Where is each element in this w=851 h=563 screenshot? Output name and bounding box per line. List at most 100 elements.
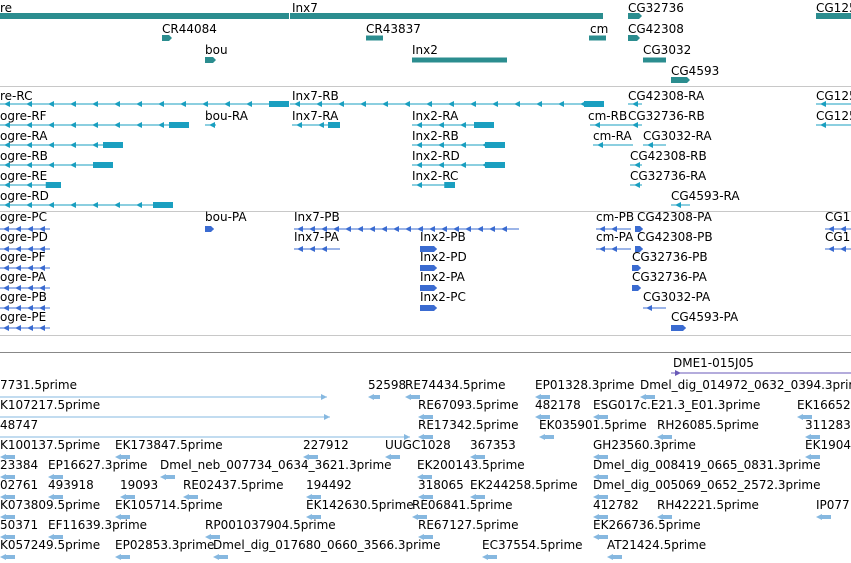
protein-label[interactable]: CG12 — [825, 230, 851, 244]
transcript-label[interactable]: Inx7-RA — [292, 109, 339, 123]
est-label[interactable]: 52598 — [368, 378, 407, 392]
est-label[interactable]: Dmel_dig_017680_0660_3566.3prime — [213, 538, 441, 552]
est-label[interactable]: EK105714.5prime — [115, 498, 223, 512]
protein-label[interactable]: ogre-PA — [0, 270, 47, 284]
protein-label[interactable]: CG32736-PB — [632, 250, 708, 264]
transcript-label[interactable]: ogre-RE — [0, 169, 48, 183]
est-label[interactable]: 412782 — [593, 498, 639, 512]
est-label[interactable]: K107217.5prime — [0, 398, 101, 412]
gene-label[interactable]: CG4593 — [671, 64, 720, 78]
est-label[interactable]: Dmel_neb_007734_0634_3621.3prime — [160, 458, 392, 472]
est-label[interactable]: GH23560.3prime — [593, 438, 696, 452]
est-label[interactable]: EP01328.3prime — [535, 378, 635, 392]
est-label[interactable]: RE67093.5prime — [418, 398, 519, 412]
gene-label[interactable]: CG3032 — [643, 43, 692, 57]
est-label[interactable]: Dmel_dig_005069_0652_2572.3prime — [593, 478, 821, 492]
est-label[interactable]: K073809.5prime — [0, 498, 101, 512]
protein-label[interactable]: cm-PB — [596, 210, 635, 224]
est-label[interactable]: 367353 — [470, 438, 516, 452]
est-label[interactable]: 50371 — [0, 518, 39, 532]
gene-label[interactable]: Inx7 — [292, 1, 318, 15]
gene-label[interactable]: re — [0, 1, 13, 15]
protein-label[interactable]: ogre-PC — [0, 210, 47, 224]
protein-label[interactable]: ogre-PE — [0, 310, 47, 324]
gene-label[interactable]: CG32736 — [628, 1, 684, 15]
est-label[interactable]: EK244258.5prime — [470, 478, 578, 492]
est-label[interactable]: RE67127.5prime — [418, 518, 519, 532]
est-label[interactable]: EC37554.5prime — [482, 538, 583, 552]
protein-label[interactable]: ogre-PD — [0, 230, 48, 244]
est-label[interactable]: UUGC1028 — [385, 438, 451, 452]
protein-label[interactable]: Inx7-PA — [294, 230, 339, 244]
gene-label[interactable]: bou — [205, 43, 228, 57]
est-label[interactable]: K057249.5prime — [0, 538, 101, 552]
est-label[interactable]: ESG017c.E21.3_E01.3prime — [593, 398, 761, 412]
est-label[interactable]: 02761 — [0, 478, 39, 492]
est-label[interactable]: RE74434.5prime — [405, 378, 506, 392]
contig-label[interactable]: DME1-015J05 — [673, 356, 754, 370]
est-label[interactable]: Dmel_dig_014972_0632_0394.3prime — [640, 378, 851, 392]
transcript-label[interactable]: Inx7-RB — [292, 89, 339, 103]
est-label[interactable]: RE17342.5prime — [418, 418, 519, 432]
est-label[interactable]: RP001037904.5prime — [205, 518, 336, 532]
est-label[interactable]: 311283 — [805, 418, 851, 432]
est-label[interactable]: 23384 — [0, 458, 39, 472]
protein-label[interactable]: Inx2-PA — [420, 270, 465, 284]
est-label[interactable]: 194492 — [306, 478, 352, 492]
transcript-label[interactable]: CG42308-RB — [630, 149, 707, 163]
transcript-label[interactable]: Inx2-RB — [412, 129, 459, 143]
est-label[interactable]: EK1904 — [805, 438, 851, 452]
est-label[interactable]: EK200143.5prime — [417, 458, 525, 472]
protein-label[interactable]: Inx7-PB — [294, 210, 340, 224]
est-label[interactable]: 318065 — [418, 478, 464, 492]
transcript-label[interactable]: Inx2-RD — [412, 149, 460, 163]
protein-label[interactable]: Inx2-PB — [420, 230, 466, 244]
est-label[interactable]: EK266736.5prime — [593, 518, 701, 532]
transcript-label[interactable]: cm-RB — [588, 109, 628, 123]
transcript-label[interactable]: CG125 — [816, 109, 851, 123]
est-label[interactable]: EK16652 — [797, 398, 851, 412]
protein-label[interactable]: Inx2-PC — [420, 290, 466, 304]
transcript-label[interactable]: Inx2-RC — [412, 169, 459, 183]
est-label[interactable]: IP077 — [816, 498, 850, 512]
transcript-label[interactable]: CG3032-RA — [643, 129, 712, 143]
transcript-label[interactable]: CG42308-RA — [628, 89, 705, 103]
gene-label[interactable]: CR43837 — [366, 22, 421, 36]
transcript-label[interactable]: ogre-RA — [0, 129, 48, 143]
transcript-label[interactable]: cm-RA — [593, 129, 632, 143]
gene-label[interactable]: CR44084 — [162, 22, 217, 36]
est-label[interactable]: RH26085.5prime — [657, 418, 759, 432]
est-label[interactable]: 493918 — [48, 478, 94, 492]
protein-label[interactable]: bou-PA — [205, 210, 247, 224]
protein-label[interactable]: CG12 — [825, 210, 851, 224]
protein-label[interactable]: ogre-PB — [0, 290, 47, 304]
est-label[interactable]: 48747 — [0, 418, 39, 432]
est-label[interactable]: RE06841.5prime — [412, 498, 513, 512]
est-label[interactable]: AT21424.5prime — [607, 538, 707, 552]
est-label[interactable]: EF11639.3prime — [48, 518, 148, 532]
protein-label[interactable]: ogre-PF — [0, 250, 46, 264]
est-label[interactable]: 482178 — [535, 398, 581, 412]
est-label[interactable]: EP02853.3prime — [115, 538, 215, 552]
est-label[interactable]: RE02437.5prime — [183, 478, 284, 492]
protein-label[interactable]: Inx2-PD — [420, 250, 467, 264]
est-label[interactable]: 19093 — [120, 478, 159, 492]
protein-label[interactable]: CG32736-PA — [632, 270, 707, 284]
est-label[interactable]: 7731.5prime — [0, 378, 77, 392]
protein-label[interactable]: CG3032-PA — [643, 290, 711, 304]
transcript-label[interactable]: CG32736-RA — [630, 169, 707, 183]
transcript-label[interactable]: CG125 — [816, 89, 851, 103]
est-label[interactable]: RH42221.5prime — [657, 498, 759, 512]
transcript-label[interactable]: bou-RA — [205, 109, 248, 123]
est-label[interactable]: Dmel_dig_008419_0665_0831.3prime — [593, 458, 821, 472]
protein-label[interactable]: CG42308-PA — [637, 210, 712, 224]
est-label[interactable]: 227912 — [303, 438, 349, 452]
transcript-label[interactable]: ogre-RD — [0, 189, 49, 203]
transcript-label[interactable]: ogre-RB — [0, 149, 48, 163]
transcript-label[interactable]: Inx2-RA — [412, 109, 459, 123]
est-label[interactable]: EK035901.5prime — [539, 418, 647, 432]
est-label[interactable]: K100137.5prime — [0, 438, 101, 452]
est-label[interactable]: EP16627.3prime — [48, 458, 148, 472]
transcript-label[interactable]: CG4593-RA — [671, 189, 740, 203]
protein-label[interactable]: CG42308-PB — [637, 230, 713, 244]
